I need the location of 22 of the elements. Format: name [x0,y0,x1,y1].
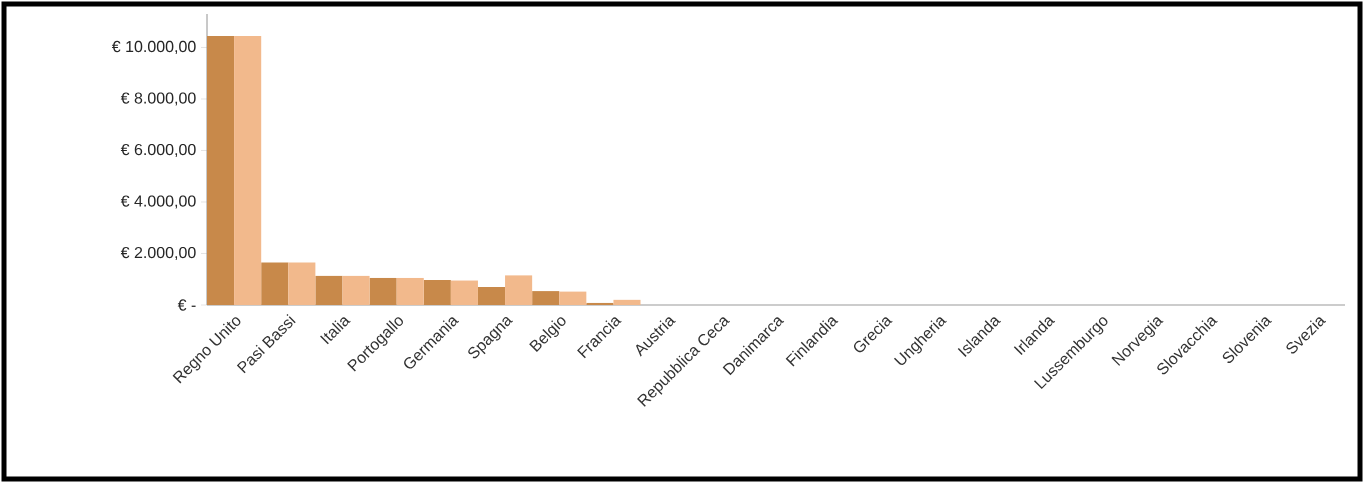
bar [342,275,370,305]
y-tick-label: € 4.000,00 [120,195,196,209]
bar [369,277,397,305]
bar [234,35,262,305]
bar [423,280,451,305]
bar [477,286,506,305]
bar [559,291,587,305]
bar [396,277,424,305]
bar [613,299,641,305]
bar [315,275,343,305]
bar [505,275,533,305]
bar [261,262,289,305]
y-tick-label: € 6.000,00 [120,143,196,158]
bar [532,291,560,305]
y-tick-label: € 8.000,00 [120,92,196,106]
bar [586,302,614,305]
bar [450,280,478,305]
bar [288,262,316,305]
y-tick-label: € 10.000,00 [111,40,196,55]
y-tick-label: € - [177,299,196,311]
bar [207,35,235,305]
y-tick-label: € 2.000,00 [120,246,196,261]
